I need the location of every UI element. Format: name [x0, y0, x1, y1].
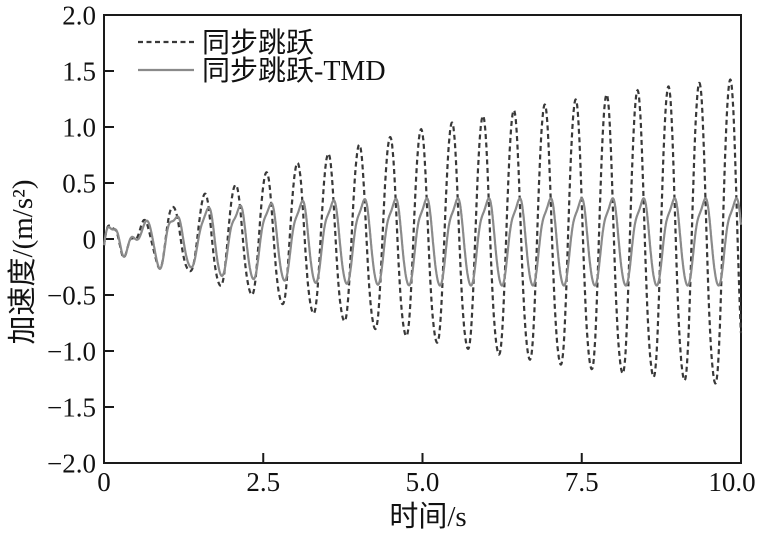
y-tick-label: 1.0 — [62, 113, 96, 143]
legend: 同步跳跃 同步跳跃-TMD — [138, 27, 386, 87]
x-axis-label: 时间/s — [389, 500, 466, 533]
y-tick-label: 2.0 — [62, 1, 96, 31]
series-line-sync-jump-tmd — [102, 197, 743, 287]
y-tick-label: −2.0 — [47, 449, 96, 479]
x-tick-label: 10.0 — [708, 467, 755, 497]
x-tick-label: 2.5 — [246, 467, 280, 497]
y-tick-label: −1.0 — [47, 337, 96, 367]
plot-frame — [103, 14, 742, 464]
x-tick-label: 7.5 — [565, 467, 599, 497]
y-axis-ticks: 2.0 1.5 1.0 0.5 0 −0.5 −1.0 −1.5 −2.0 — [47, 1, 114, 479]
x-axis-ticks: 0 2.5 5.0 7.5 10.0 — [97, 453, 756, 497]
legend-label-sync-jump: 同步跳跃 — [202, 27, 314, 59]
y-axis-label: 加速度/(m/s²) — [6, 180, 39, 345]
y-tick-label: 0 — [83, 225, 97, 255]
y-tick-label: 1.5 — [62, 57, 96, 87]
y-tick-label: 0.5 — [62, 169, 96, 199]
y-tick-label: −1.5 — [47, 393, 96, 423]
legend-label-sync-jump-tmd: 同步跳跃-TMD — [202, 55, 386, 87]
x-tick-label: 5.0 — [406, 467, 440, 497]
y-tick-label: −0.5 — [47, 281, 96, 311]
x-tick-label: 0 — [97, 467, 111, 497]
